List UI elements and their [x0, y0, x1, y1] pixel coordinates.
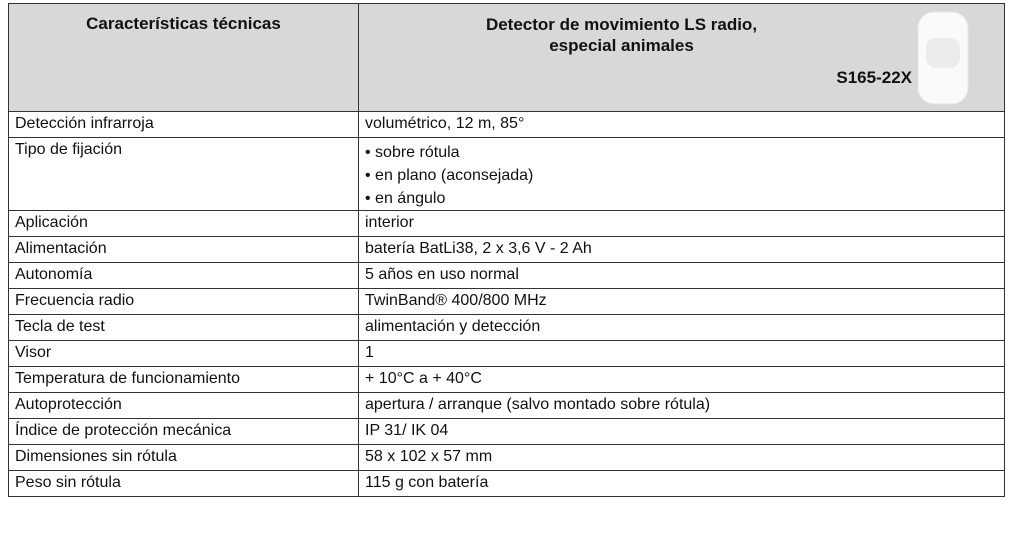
- row-value: 1: [358, 340, 1005, 367]
- table-row: Tecla de test alimentación y detección: [8, 314, 1005, 341]
- header-left: Características técnicas: [8, 3, 359, 112]
- title-line: especial animales: [549, 36, 694, 55]
- row-label: Tipo de fijación: [8, 137, 359, 211]
- table-row: Temperatura de funcionamiento + 10°C a + …: [8, 366, 1005, 393]
- product-title: Detector de movimiento LS radio, especia…: [365, 14, 998, 56]
- row-label: Visor: [8, 340, 359, 367]
- row-value: batería BatLi38, 2 x 3,6 V - 2 Ah: [358, 236, 1005, 263]
- row-label: Autonomía: [8, 262, 359, 289]
- row-label: Alimentación: [8, 236, 359, 263]
- row-value: apertura / arranque (salvo montado sobre…: [358, 392, 1005, 419]
- row-value: interior: [358, 210, 1005, 237]
- table-row: Dimensiones sin rótula 58 x 102 x 57 mm: [8, 444, 1005, 471]
- row-value: alimentación y detección: [358, 314, 1005, 341]
- table-row: Detección infrarroja volumétrico, 12 m, 8…: [8, 111, 1005, 138]
- table-row: Autoprotección apertura / arranque (salvo…: [8, 392, 1005, 419]
- row-value: TwinBand® 400/800 MHz: [358, 288, 1005, 315]
- row-label: Dimensiones sin rótula: [8, 444, 359, 471]
- row-value: + 10°C a + 40°C: [358, 366, 1005, 393]
- row-label: Autoprotección: [8, 392, 359, 419]
- row-label: Peso sin rótula: [8, 470, 359, 497]
- table-row: Tipo de fijación • sobre rótula • en plano…: [8, 137, 1005, 211]
- cell-line: • en ángulo: [365, 190, 446, 207]
- table-row: Frecuencia radio TwinBand® 400/800 MHz: [8, 288, 1005, 315]
- row-label: Tecla de test: [8, 314, 359, 341]
- header-row: Características técnicas Detector de mov…: [8, 3, 1005, 112]
- row-label: Índice de protección mecánica: [8, 418, 359, 445]
- row-label: Detección infrarroja: [8, 111, 359, 138]
- row-label: Temperatura de funcionamiento: [8, 366, 359, 393]
- cell-line: • en plano (aconsejada): [365, 167, 534, 184]
- table-row: Índice de protección mecánica IP 31/ IK 0…: [8, 418, 1005, 445]
- cell: • sobre rótula • en plano (aconsejada) • e…: [358, 137, 1005, 211]
- product-code: S165-22X: [836, 68, 912, 87]
- product-image: [917, 11, 969, 105]
- table-row: Aplicación interior: [8, 210, 1005, 237]
- title-line: Detector de movimiento LS radio,: [485, 15, 758, 34]
- table-header: Características técnicas Detector de mov…: [8, 3, 1005, 112]
- table-body: Detección infrarroja volumétrico, 12 m, 8…: [8, 111, 1005, 497]
- table-row: Alimentación batería BatLi38, 2 x 3,6 V -…: [8, 236, 1005, 263]
- table-row: Peso sin rótula 115 g con batería: [8, 470, 1005, 497]
- row-label: Frecuencia radio: [8, 288, 359, 315]
- table-row: Visor 1: [8, 340, 1005, 367]
- row-value: 58 x 102 x 57 mm: [358, 444, 1005, 471]
- row-label: Aplicación: [8, 210, 359, 237]
- cell-line: • sobre rótula: [365, 144, 460, 161]
- row-value: 115 g con batería: [358, 470, 1005, 497]
- table-row: Autonomía 5 años en uso normal: [8, 262, 1005, 289]
- row-value: 5 años en uso normal: [358, 262, 1005, 289]
- header-right: Detector de movimiento LS radio, especia…: [358, 3, 1005, 112]
- row-value: volumétrico, 12 m, 85°: [358, 111, 1005, 138]
- row-value: IP 31/ IK 04: [358, 418, 1005, 445]
- spec-table: Características técnicas Detector de mov…: [8, 3, 1005, 497]
